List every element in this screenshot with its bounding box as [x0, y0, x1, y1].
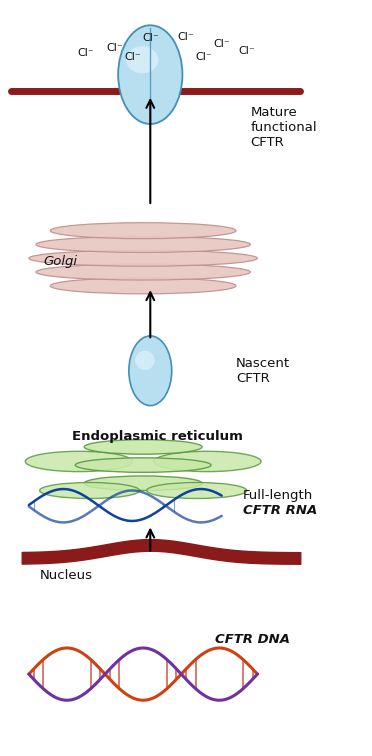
Text: Cl⁻: Cl⁻ — [177, 32, 195, 42]
Text: CFTR RNA: CFTR RNA — [243, 503, 317, 516]
Text: Cl⁻: Cl⁻ — [124, 52, 141, 62]
Ellipse shape — [126, 46, 158, 73]
Ellipse shape — [29, 250, 257, 266]
Ellipse shape — [84, 476, 202, 491]
Ellipse shape — [118, 25, 182, 124]
Text: Nucleus: Nucleus — [40, 569, 93, 582]
Text: Cl⁻: Cl⁻ — [195, 52, 212, 62]
Ellipse shape — [147, 482, 247, 498]
Text: Golgi: Golgi — [43, 256, 77, 268]
Text: Cl⁻: Cl⁻ — [78, 48, 94, 58]
Text: Nascent
CFTR: Nascent CFTR — [236, 357, 290, 385]
Text: Cl⁻: Cl⁻ — [106, 43, 123, 53]
Text: Cl⁻: Cl⁻ — [213, 39, 230, 49]
Ellipse shape — [50, 278, 236, 294]
Ellipse shape — [39, 482, 140, 498]
Ellipse shape — [36, 264, 250, 280]
Ellipse shape — [75, 458, 211, 472]
Text: Full-length: Full-length — [243, 489, 313, 502]
Text: Cl⁻: Cl⁻ — [238, 46, 255, 57]
Ellipse shape — [129, 336, 172, 405]
Ellipse shape — [36, 237, 250, 253]
Text: Mature
functional
CFTR: Mature functional CFTR — [250, 106, 317, 149]
Ellipse shape — [84, 440, 202, 454]
Text: CFTR DNA: CFTR DNA — [215, 633, 289, 646]
Text: Endoplasmic reticulum: Endoplasmic reticulum — [72, 429, 243, 442]
Text: Cl⁻: Cl⁻ — [142, 33, 159, 43]
Ellipse shape — [50, 223, 236, 239]
Ellipse shape — [135, 351, 155, 370]
Ellipse shape — [154, 451, 261, 472]
Ellipse shape — [25, 451, 132, 472]
